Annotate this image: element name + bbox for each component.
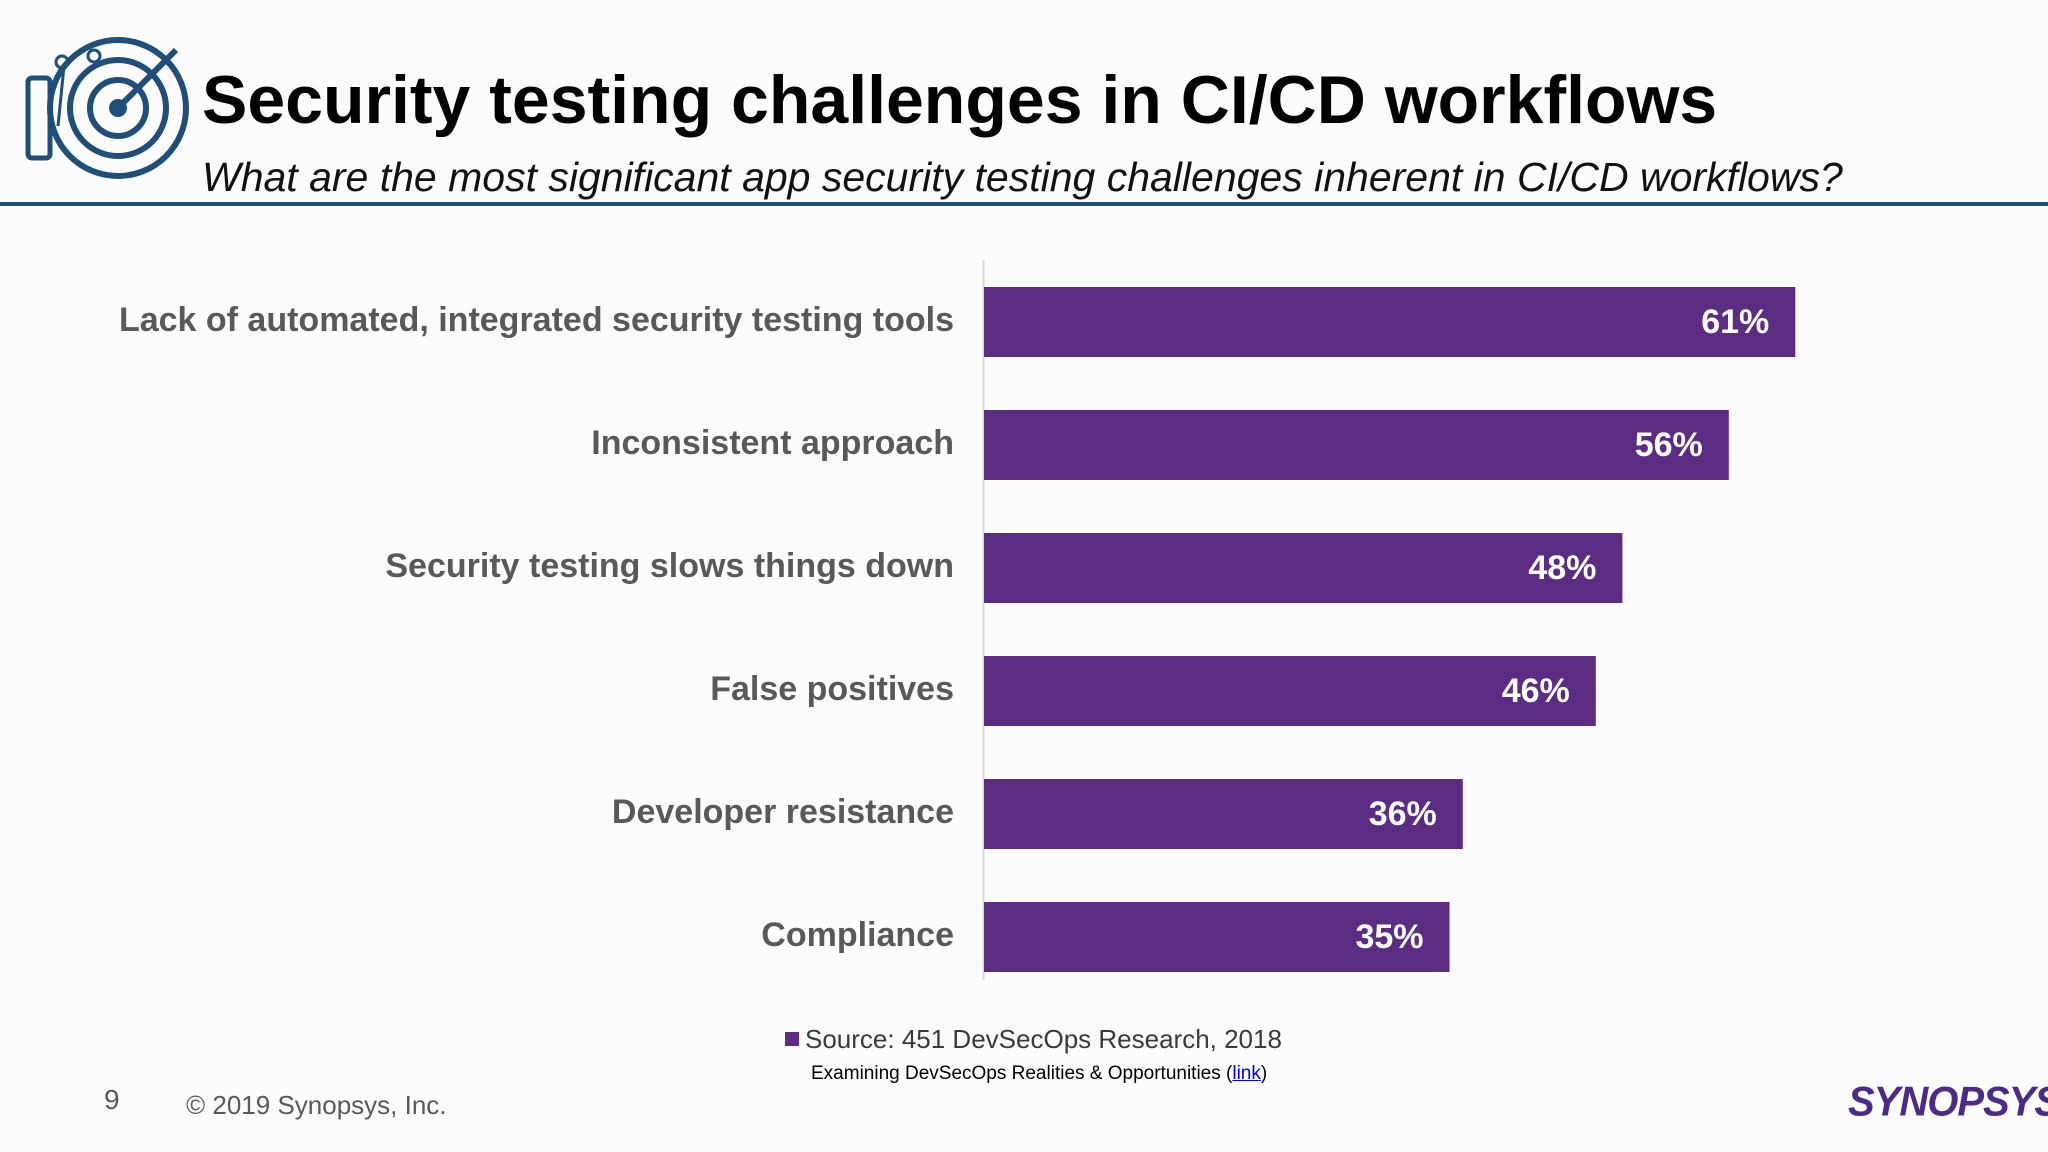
category-label: Compliance [761, 916, 954, 954]
bar [984, 902, 1450, 972]
header-divider [0, 202, 2048, 206]
data-label: 36% [1369, 795, 1437, 833]
data-label: 35% [1355, 918, 1423, 956]
source-link[interactable]: link [1232, 1063, 1261, 1084]
bar [984, 410, 1729, 480]
brand-name: SYNOPSYS [1848, 1078, 2048, 1126]
radar-target-icon [25, 37, 189, 179]
category-label: Security testing slows things down [385, 547, 954, 585]
bar [984, 656, 1596, 726]
legend-label: Source: 451 DevSecOps Research, 2018 [805, 1024, 1282, 1054]
chart-legend: Source: 451 DevSecOps Research, 2018 [785, 1024, 1282, 1055]
legend-swatch [785, 1032, 799, 1046]
bar [984, 287, 1796, 357]
data-label: 48% [1528, 549, 1596, 587]
category-label: Developer resistance [612, 793, 954, 831]
bar [984, 779, 1463, 849]
synopsys-logo: SYNOPSYS® [1848, 1079, 2048, 1126]
category-label: Inconsistent approach [591, 424, 954, 462]
source-note: Examining DevSecOps Realities & Opportun… [811, 1063, 1268, 1084]
slide-subtitle: What are the most significant app securi… [202, 154, 1843, 200]
bar-chart: Lack of automated, integrated security t… [119, 260, 1796, 980]
data-label: 61% [1701, 303, 1769, 341]
data-label: 56% [1635, 426, 1703, 464]
slide-title: Security testing challenges in CI/CD wor… [202, 62, 1718, 138]
page-number: 9 [104, 1084, 120, 1115]
data-label: 46% [1502, 672, 1570, 710]
bar [984, 533, 1623, 603]
category-label: False positives [710, 670, 954, 708]
copyright-text: © 2019 Synopsys, Inc. [186, 1090, 447, 1120]
source-note-text: Examining DevSecOps Realities & Opportun… [811, 1063, 1221, 1084]
category-label: Lack of automated, integrated security t… [119, 301, 954, 339]
